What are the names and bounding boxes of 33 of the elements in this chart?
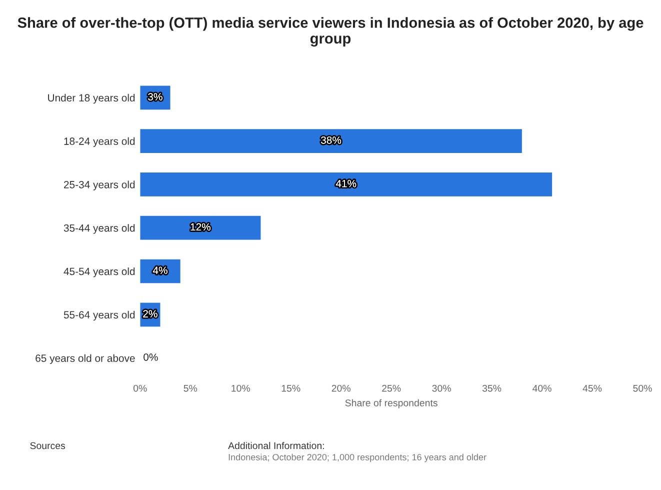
data-label: 4% [152, 266, 168, 274]
y-tick-label: 45-54 years old [64, 267, 135, 278]
data-label: 41% [336, 180, 356, 188]
x-tick-label: 10% [232, 384, 250, 392]
data-label: 0% [144, 353, 158, 361]
data-label: 3% [148, 93, 162, 100]
x-tick-label: 25% [382, 384, 401, 392]
data-label: 12% [190, 223, 210, 231]
y-tick-label: 18-24 years old [64, 137, 135, 147]
y-tick-label: 55-64 years old [64, 310, 135, 321]
x-tick-label: 5% [184, 384, 198, 392]
y-tick-label: 65 years old or above [36, 354, 135, 364]
x-tick-label: 35% [482, 384, 502, 392]
bar [140, 216, 261, 240]
y-tick-label: 35-44 years old [64, 224, 135, 234]
text: Indonesia; October 2020; 1,000 respondents; 16 years and older [228, 454, 486, 462]
bar [140, 172, 552, 196]
chart-title: Share of over-the-top (OTT) media service viewers in Indonesia as of October 2020, by age group [18, 17, 644, 47]
y-tick-label: 25-34 years old [64, 180, 135, 190]
x-tick-label: 20% [332, 384, 350, 392]
y-tick-label: Under 18 years old [48, 94, 135, 104]
x-tick-label: 45% [582, 384, 602, 392]
text: Sources [30, 442, 66, 450]
x-tick-label: 15% [282, 384, 300, 392]
bar [140, 129, 522, 153]
x-tick-label: 0% [133, 384, 147, 392]
x-tick-label: 30% [432, 384, 451, 392]
data-label: 38% [321, 136, 342, 144]
x-axis-title: Share of respondents [345, 399, 438, 408]
x-tick-label: 50% [633, 384, 652, 392]
text: Additional Information: [228, 442, 324, 450]
data-label: 2% [143, 310, 158, 318]
x-tick-label: 40% [532, 384, 552, 392]
